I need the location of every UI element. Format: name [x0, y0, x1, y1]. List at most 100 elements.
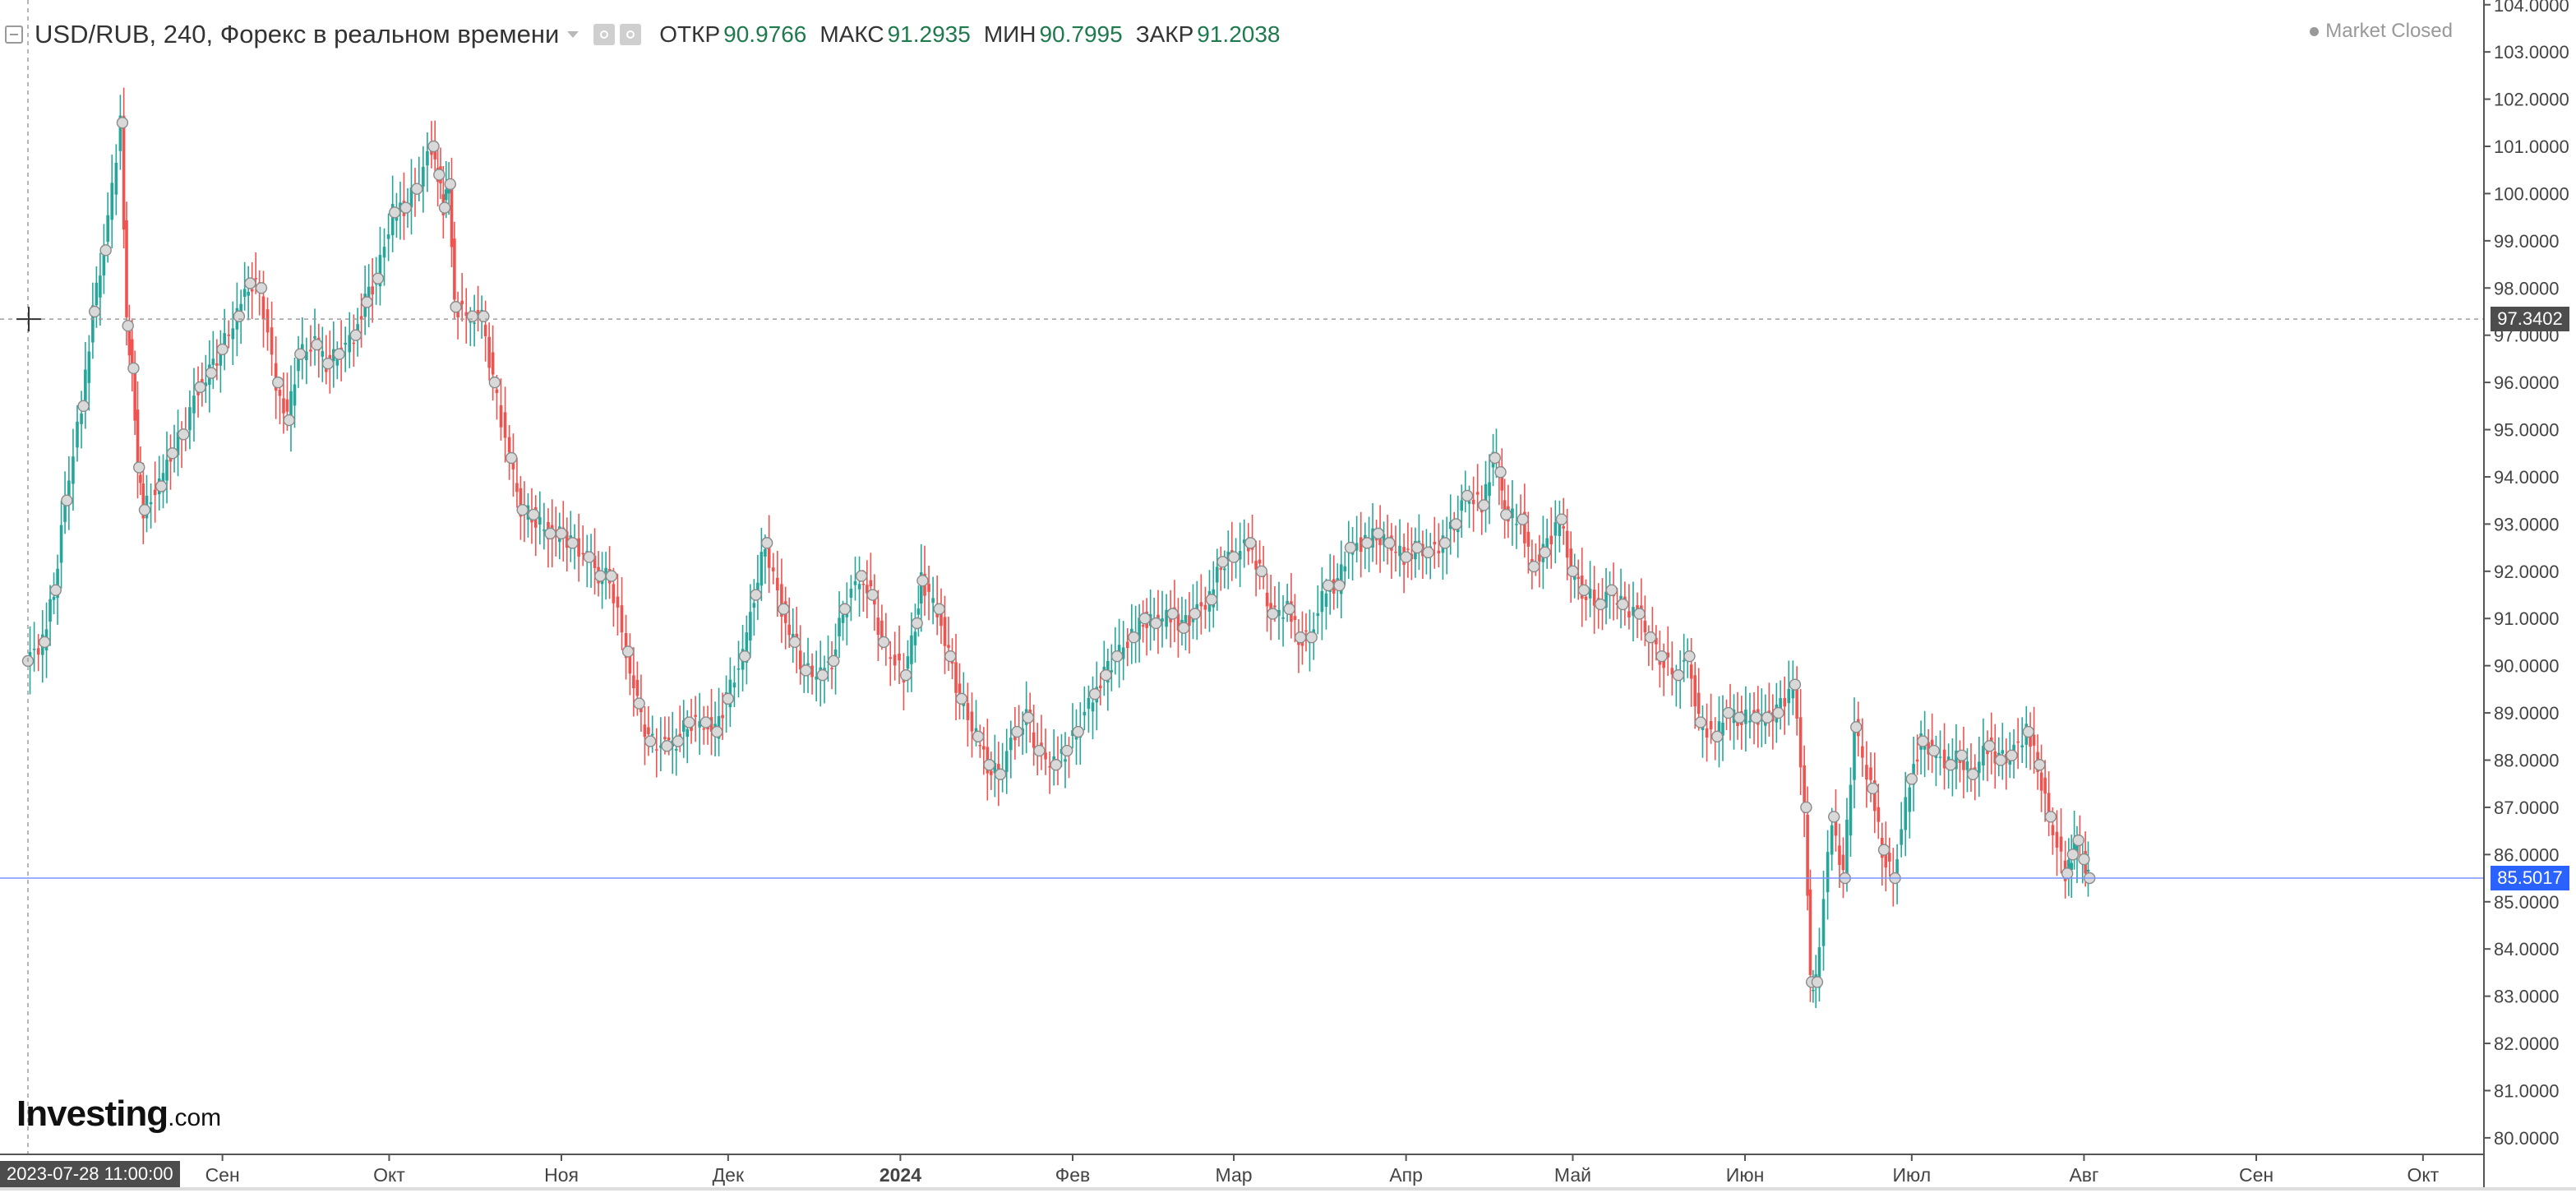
candle-body [898, 653, 901, 661]
event-marker [2066, 849, 2080, 861]
candle-body [1565, 530, 1569, 558]
candle-body [1884, 844, 1888, 868]
crosshair-time-label: 2023-07-28 11:00:00 [0, 1161, 180, 1187]
candle-body [223, 333, 226, 345]
event-marker [778, 603, 790, 615]
event-marker [1011, 725, 1023, 738]
candle-body [1320, 590, 1324, 613]
event-marker [1333, 579, 1346, 592]
candle-body [1165, 609, 1168, 627]
event-marker [916, 575, 929, 587]
event-marker [1061, 744, 1073, 757]
candle-body [1281, 617, 1285, 619]
x-tick-label: 2024 [879, 1164, 921, 1186]
candle-body [674, 748, 678, 751]
event-marker [166, 447, 178, 460]
y-tick-label: 98.0000 [2494, 278, 2560, 298]
candle-body [426, 150, 429, 166]
candle-body [297, 349, 300, 372]
candle-body [1619, 595, 1623, 602]
event-marker [516, 503, 529, 516]
candle-body [278, 390, 282, 396]
candle-body [511, 460, 515, 469]
candle-body [386, 234, 390, 239]
candle-body [815, 676, 818, 680]
candle-body [356, 324, 359, 334]
y-tick-label: 100.0000 [2494, 183, 2569, 204]
event-marker [1905, 773, 1918, 785]
candle-body [990, 770, 993, 775]
candle-body [1817, 947, 1821, 988]
candle-body [239, 303, 242, 317]
candle-body [1091, 702, 1095, 712]
event-marker [1322, 579, 1335, 592]
candle-body [1467, 501, 1471, 504]
y-tick-label: 89.0000 [2494, 703, 2560, 724]
candle-body [114, 163, 118, 195]
candle-body [1834, 817, 1838, 836]
candle-body [686, 728, 690, 738]
candle-body [1721, 722, 1724, 736]
candle-body [450, 180, 454, 247]
candle-body [694, 714, 697, 717]
event-marker [1683, 650, 1696, 663]
candle-body [906, 656, 910, 669]
close-value: 91.2038 [1197, 21, 1281, 47]
candle-body [1304, 630, 1308, 632]
close-label: ЗАКР [1135, 21, 1194, 47]
candle-body [1215, 566, 1219, 583]
candle-body [254, 278, 257, 280]
candle-body [1110, 670, 1114, 673]
event-marker [1828, 811, 1840, 823]
candle-body [305, 351, 308, 361]
symbol-title[interactable]: USD/RUB, 240, Форекс в реальном времени [35, 20, 560, 49]
candle-body [1865, 765, 1868, 780]
candle-body [538, 517, 542, 525]
candle-body [958, 683, 962, 695]
candle-body [231, 328, 235, 340]
candle-body [1013, 734, 1017, 741]
event-marker [544, 527, 556, 540]
candle-body [713, 724, 717, 728]
candle-body [830, 668, 833, 670]
candle-body [84, 369, 87, 405]
collapse-toggle-icon[interactable] [5, 25, 23, 44]
visibility-icon[interactable] [593, 24, 616, 45]
candle-body [1662, 656, 1665, 668]
candle-body [444, 189, 448, 201]
event-marker [255, 282, 268, 294]
chevron-down-icon[interactable] [567, 31, 579, 38]
event-marker [605, 570, 618, 582]
candle-body [565, 531, 569, 548]
event-marker [1994, 754, 2007, 766]
y-tick-label: 96.0000 [2494, 372, 2560, 393]
candles-layer [21, 87, 2096, 1009]
candle-body [880, 620, 884, 637]
candle-body [1604, 591, 1608, 608]
y-tick-label: 103.0000 [2494, 42, 2569, 62]
candle-body [122, 115, 126, 230]
settings-gear-icon[interactable] [620, 24, 642, 45]
candle-body [635, 679, 639, 696]
candle-body [1955, 750, 1958, 770]
candle-body [736, 668, 741, 670]
candle-body [759, 552, 764, 586]
candle-body [1632, 607, 1635, 616]
chart-header: USD/RUB, 240, Форекс в реальном времени … [0, 15, 1281, 54]
x-tick-label: Фев [1055, 1164, 1091, 1186]
candle-body [1830, 825, 1834, 855]
candle-body [1849, 784, 1853, 836]
candle-body [1709, 720, 1713, 730]
candle-body [873, 599, 876, 605]
event-marker [1033, 744, 1046, 757]
candle-body [2072, 839, 2076, 855]
candle-body [1808, 889, 1812, 975]
candle-body [1942, 749, 1946, 769]
x-tick-label: Мар [1216, 1164, 1253, 1186]
candle-body [87, 351, 91, 383]
candle-body [593, 555, 597, 568]
candle-body [1199, 602, 1203, 607]
event-marker [411, 183, 423, 195]
